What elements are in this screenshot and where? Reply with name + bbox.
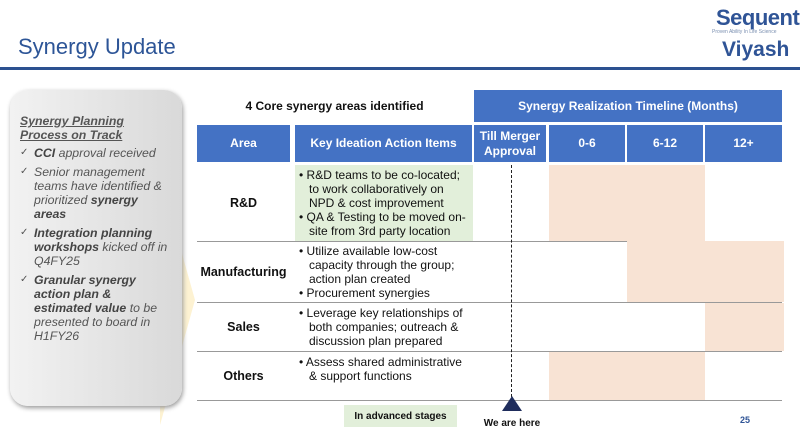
row-divider — [197, 351, 782, 352]
area-label: Others — [223, 369, 264, 383]
we-are-here-marker-icon — [502, 396, 522, 411]
timeline-bar — [627, 352, 705, 400]
check-icon: ✓ — [20, 166, 29, 177]
action-items: Assess shared administrative & support f… — [295, 352, 473, 400]
area-label: Sales — [227, 320, 260, 334]
sequent-logo: Sequent — [716, 5, 800, 30]
timeline-bar — [549, 352, 627, 400]
panel-item: ✓ Senior management teams have identified… — [20, 165, 162, 221]
action-item: Assess shared administrative & support f… — [299, 355, 469, 383]
panel-item: ✓ Integration planning workshops kicked o… — [20, 226, 168, 268]
action-items: Utilize available low-cost capacity thro… — [295, 241, 473, 302]
row-divider — [197, 400, 782, 401]
check-icon: ✓ — [20, 147, 29, 158]
timeline-bar — [627, 165, 705, 241]
we-are-here-label: We are here — [483, 418, 541, 429]
timeline-bar — [627, 241, 705, 302]
action-items: R&D teams to be co-located; to work coll… — [295, 165, 473, 241]
column-header: 12+ — [705, 125, 782, 162]
sequent-tagline: Proven Ability In Life Science — [712, 29, 777, 35]
action-item: Utilize available low-cost capacity thro… — [299, 244, 469, 286]
action-item: QA & Testing to be moved on-site from 3r… — [299, 210, 469, 238]
current-position-line — [511, 165, 512, 397]
timeline-bar — [705, 303, 784, 351]
panel-heading: Synergy Planning Process on Track — [20, 114, 124, 142]
area-label: R&D — [229, 196, 258, 210]
action-item: Procurement synergies — [299, 286, 469, 300]
page-number: 25 — [740, 415, 751, 425]
column-header: Key Ideation Action Items — [295, 125, 472, 162]
column-header: Area — [197, 125, 290, 162]
row-divider — [197, 241, 782, 242]
core-areas-title: 4 Core synergy areas identified — [245, 99, 424, 113]
page-title: Synergy Update — [18, 34, 176, 59]
check-icon: ✓ — [20, 274, 29, 285]
timeline-bar — [549, 165, 627, 241]
advanced-legend: In advanced stages — [344, 405, 457, 427]
viyash-logo: Viyash — [722, 38, 790, 61]
column-header: 6-12 — [627, 125, 703, 162]
planning-panel: Synergy Planning Process on Track ✓ CCI a… — [10, 90, 182, 406]
action-item: R&D teams to be co-located; to work coll… — [299, 168, 469, 210]
panel-item: ✓ CCI approval received — [20, 146, 156, 160]
row-divider — [197, 302, 782, 303]
column-header: Till Merger Approval — [474, 125, 546, 162]
area-label: Manufacturing — [200, 264, 287, 279]
title-divider — [0, 67, 800, 70]
timeline-title: Synergy Realization Timeline (Months) — [474, 90, 782, 122]
timeline-bar — [705, 241, 784, 302]
action-item: Leverage key relationships of both compa… — [299, 306, 469, 348]
check-icon: ✓ — [20, 227, 29, 238]
column-header: 0-6 — [549, 125, 625, 162]
panel-item: ✓ Granular synergy action plan & estimate… — [20, 273, 158, 343]
action-items: Leverage key relationships of both compa… — [295, 303, 473, 351]
